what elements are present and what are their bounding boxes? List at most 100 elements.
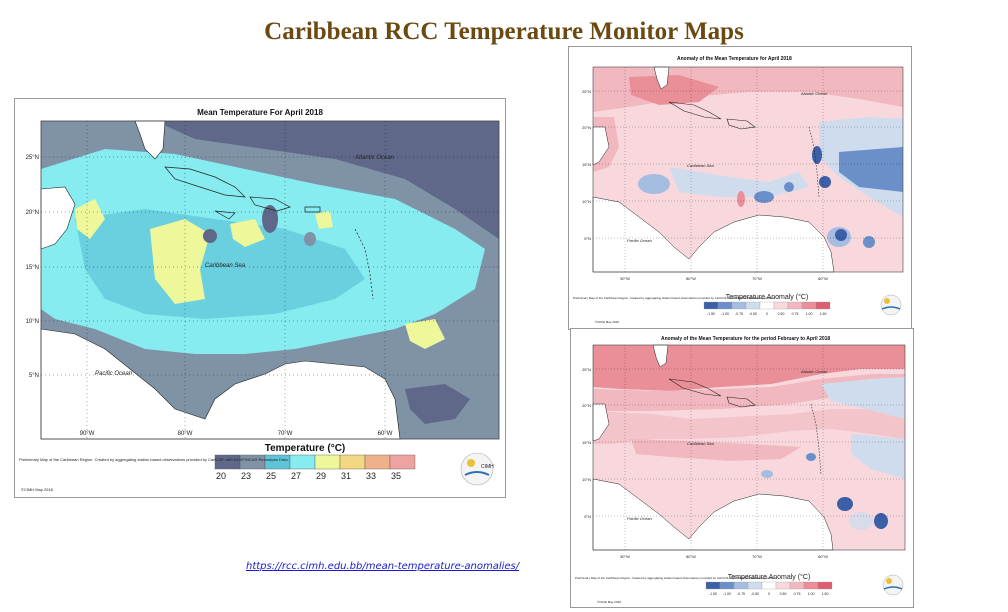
legend-swatch (289, 454, 316, 470)
legend-tick: -0.75 (737, 592, 745, 596)
lat-label: 15°N (582, 162, 591, 167)
pacific-ocean-label: Pacific Ocean (627, 238, 652, 243)
lat-label: 5°N (584, 514, 591, 519)
anomalies-link[interactable]: https://rcc.cimh.edu.bb/mean-temperature… (246, 561, 520, 572)
legend-tick: 27 (291, 471, 301, 481)
bottom-map-title: Anomaly of the Mean Temperature for the … (661, 336, 830, 342)
top-footnote: Preliminary Map of the Caribbean Region.… (573, 296, 775, 300)
legend-swatch (815, 301, 831, 310)
bottom-footnote: Preliminary Map of the Caribbean Region.… (575, 576, 777, 580)
legend-tick: -1.50 (707, 312, 715, 316)
legend-swatch (817, 581, 833, 590)
anomaly-map-feb-apr: Anomaly of the Mean Temperature for the … (570, 328, 914, 608)
legend-tick: 35 (391, 471, 401, 481)
caribbean-sea-label: Caribbean Sea (205, 263, 246, 269)
lon-label: 70°W (752, 554, 762, 559)
legend-tick: -1.50 (709, 592, 717, 596)
lat-label: 20°N (582, 403, 591, 408)
legend-swatch (339, 454, 366, 470)
lat-label: 20°N (582, 125, 591, 130)
bottom-credit: ©CIMH May 2018 (597, 600, 621, 604)
legend-tick: 1.00 (806, 312, 813, 316)
main-map-title: Mean Temperature For April 2018 (197, 108, 323, 117)
pacific-ocean-label: Pacific Ocean (627, 516, 652, 521)
legend-tick: 20 (216, 471, 226, 481)
bottom-legend-title: Temperature Anomaly (°C) (728, 573, 811, 581)
caribbean-sea-label: Caribbean Sea (687, 163, 714, 168)
top-map-plot (592, 66, 904, 273)
lat-label: 25°N (582, 89, 591, 94)
legend-swatch (389, 454, 416, 470)
atlantic-ocean-label: Atlantic Ocean (354, 155, 395, 161)
legend-tick: 0 (766, 312, 768, 316)
lon-label: 60°W (818, 276, 828, 281)
lon-label: 70°W (278, 431, 293, 437)
legend-swatch (789, 581, 805, 590)
legend-swatch (364, 454, 391, 470)
lat-label: 5°N (584, 236, 591, 241)
lat-label: 15°N (26, 265, 39, 271)
legend-swatch (705, 581, 721, 590)
main-map-plot (40, 120, 500, 440)
legend-tick: -1.00 (723, 592, 731, 596)
legend-swatch (717, 301, 733, 310)
lon-label: 60°W (818, 554, 828, 559)
legend-tick: 1.00 (808, 592, 815, 596)
main-legend: 20 23 25 27 29 31 33 35 (214, 454, 416, 481)
top-legend: -1.50 -1.00 -0.75 -0.50 0 0.50 0.75 1.00 1.50 (703, 301, 831, 316)
legend-tick: 0.50 (778, 312, 785, 316)
top-map-title: Anomaly of the Mean Temperature for Apri… (677, 56, 792, 62)
atlantic-ocean-label: Atlantic Ocean (800, 369, 828, 374)
legend-swatch (314, 454, 341, 470)
legend-swatch (775, 581, 791, 590)
lon-label: 70°W (752, 276, 762, 281)
mean-temperature-map: Mean Temperature For April 2018 (14, 98, 506, 498)
lat-label: 5°N (29, 373, 39, 379)
lat-label: 10°N (582, 199, 591, 204)
legend-swatch (761, 581, 777, 590)
main-legend-title: Temperature (°C) (265, 443, 346, 454)
legend-tick: 1.50 (822, 592, 829, 596)
cimh-logo-icon (880, 294, 902, 316)
logo-text: CIMH (481, 464, 494, 470)
caribbean-sea-label: Caribbean Sea (687, 441, 714, 446)
legend-tick: 29 (316, 471, 326, 481)
legend-tick: 0.75 (794, 592, 801, 596)
lon-label: 80°W (686, 276, 696, 281)
lon-label: 60°W (378, 431, 393, 437)
pacific-ocean-label: Pacific Ocean (95, 371, 133, 377)
atlantic-ocean-label: Atlantic Ocean (800, 91, 828, 96)
legend-tick: 23 (241, 471, 251, 481)
legend-swatch (703, 301, 719, 310)
legend-swatch (801, 301, 817, 310)
lat-label: 25°N (26, 155, 39, 161)
lon-label: 80°W (686, 554, 696, 559)
legend-tick: 0.75 (792, 312, 799, 316)
lat-label: 10°N (582, 477, 591, 482)
legend-tick: 0.50 (780, 592, 787, 596)
legend-tick: -0.50 (749, 312, 757, 316)
top-legend-title: Temperature Anomaly (°C) (726, 293, 809, 301)
lat-label: 15°N (582, 440, 591, 445)
legend-tick: 31 (341, 471, 351, 481)
main-credit: ©CIMH May 2018 (21, 487, 54, 492)
top-credit: ©CIMH May 2018 (595, 320, 619, 324)
legend-swatch (731, 301, 747, 310)
legend-tick: 33 (366, 471, 376, 481)
lat-label: 25°N (582, 367, 591, 372)
lon-label: 90°W (620, 554, 630, 559)
legend-tick: -1.00 (721, 312, 729, 316)
legend-tick: 25 (266, 471, 276, 481)
legend-swatch (773, 301, 789, 310)
legend-tick: -0.50 (751, 592, 759, 596)
legend-tick: 0 (768, 592, 770, 596)
bottom-map-plot (592, 344, 906, 551)
legend-swatch (747, 581, 763, 590)
anomaly-map-april: Anomaly of the Mean Temperature for Apri… (568, 46, 912, 330)
cimh-logo-icon (882, 574, 904, 596)
main-footnote: Preliminary Map of the Caribbean Region.… (19, 457, 289, 462)
legend-swatch (719, 581, 735, 590)
lon-label: 90°W (80, 431, 95, 437)
bottom-legend: -1.50 -1.00 -0.75 -0.50 0 0.50 0.75 1.00 1.50 (705, 581, 833, 596)
page-title: Caribbean RCC Temperature Monitor Maps (264, 18, 744, 45)
